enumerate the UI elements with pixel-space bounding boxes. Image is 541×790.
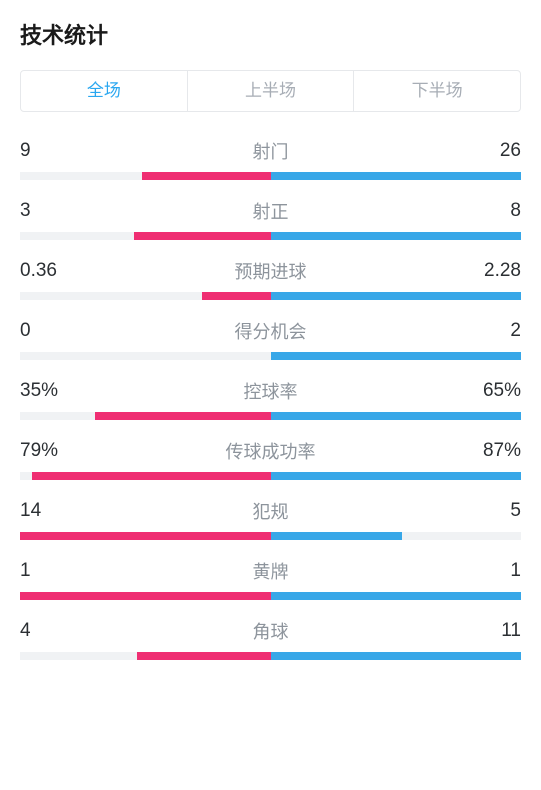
stat-name: 射正	[70, 198, 471, 224]
stat-labels: 3射正8	[20, 198, 521, 224]
bar-right-fill	[271, 352, 522, 360]
bar-left-fill	[32, 472, 270, 480]
stat-left-value: 1	[20, 560, 70, 582]
bar-left-fill	[20, 532, 271, 540]
stat-left-value: 0	[20, 320, 70, 342]
stats-list: 9射门26 3射正8 0.36预期进球2.28 0得分机会2 35%控球率65% 79%传…	[20, 138, 521, 660]
bar-left-fill	[137, 652, 271, 660]
stat-name: 传球成功率	[70, 438, 471, 464]
stat-row: 4角球11	[20, 618, 521, 660]
bar-left-fill	[134, 232, 271, 240]
stat-row: 1黄牌1	[20, 558, 521, 600]
stat-left-value: 79%	[20, 440, 70, 462]
stat-row: 0得分机会2	[20, 318, 521, 360]
stat-bar	[20, 412, 521, 420]
bar-left-fill	[202, 292, 270, 300]
stat-bar	[20, 652, 521, 660]
stat-name: 犯规	[70, 498, 471, 524]
bar-right-fill	[271, 232, 522, 240]
panel-title: 技术统计	[20, 18, 521, 50]
stat-bar	[20, 232, 521, 240]
bar-right-fill	[271, 592, 522, 600]
stat-labels: 4角球11	[20, 618, 521, 644]
stat-labels: 0.36预期进球2.28	[20, 258, 521, 284]
bar-right-fill	[271, 532, 403, 540]
stat-bar	[20, 172, 521, 180]
stat-labels: 79%传球成功率87%	[20, 438, 521, 464]
stat-right-value: 26	[471, 140, 521, 162]
bar-right-fill	[271, 292, 522, 300]
stat-bar	[20, 472, 521, 480]
stats-panel: 技术统计 全场上半场下半场 9射门26 3射正8 0.36预期进球2.28 0得分机会…	[0, 0, 541, 660]
bar-right-fill	[271, 472, 522, 480]
stat-name: 黄牌	[70, 558, 471, 584]
stat-row: 3射正8	[20, 198, 521, 240]
stat-bar	[20, 292, 521, 300]
stat-left-value: 0.36	[20, 260, 70, 282]
stat-left-value: 35%	[20, 380, 70, 402]
bar-left-fill	[20, 592, 271, 600]
stat-right-value: 2.28	[471, 260, 521, 282]
stat-left-value: 14	[20, 500, 70, 522]
stat-row: 35%控球率65%	[20, 378, 521, 420]
tab-1[interactable]: 上半场	[188, 71, 355, 111]
stat-right-value: 87%	[471, 440, 521, 462]
stat-name: 射门	[70, 138, 471, 164]
stat-row: 14犯规5	[20, 498, 521, 540]
period-tabs: 全场上半场下半场	[20, 70, 521, 112]
stat-labels: 9射门26	[20, 138, 521, 164]
stat-left-value: 9	[20, 140, 70, 162]
stat-labels: 1黄牌1	[20, 558, 521, 584]
stat-right-value: 8	[471, 200, 521, 222]
bar-left-fill	[95, 412, 270, 420]
stat-right-value: 5	[471, 500, 521, 522]
stat-bar	[20, 592, 521, 600]
stat-labels: 14犯规5	[20, 498, 521, 524]
stat-bar	[20, 532, 521, 540]
stat-right-value: 65%	[471, 380, 521, 402]
stat-labels: 0得分机会2	[20, 318, 521, 344]
stat-name: 角球	[70, 618, 471, 644]
stat-right-value: 1	[471, 560, 521, 582]
bar-left-fill	[142, 172, 271, 180]
stat-labels: 35%控球率65%	[20, 378, 521, 404]
bar-right-fill	[271, 412, 522, 420]
stat-row: 0.36预期进球2.28	[20, 258, 521, 300]
bar-right-fill	[271, 652, 522, 660]
bar-right-fill	[271, 172, 522, 180]
tab-0[interactable]: 全场	[21, 71, 188, 111]
stat-name: 预期进球	[70, 258, 471, 284]
stat-name: 控球率	[70, 378, 471, 404]
stat-left-value: 3	[20, 200, 70, 222]
stat-left-value: 4	[20, 620, 70, 642]
tab-2[interactable]: 下半场	[354, 71, 520, 111]
stat-row: 9射门26	[20, 138, 521, 180]
stat-right-value: 11	[471, 620, 521, 642]
stat-right-value: 2	[471, 320, 521, 342]
stat-bar	[20, 352, 521, 360]
stat-name: 得分机会	[70, 318, 471, 344]
stat-row: 79%传球成功率87%	[20, 438, 521, 480]
